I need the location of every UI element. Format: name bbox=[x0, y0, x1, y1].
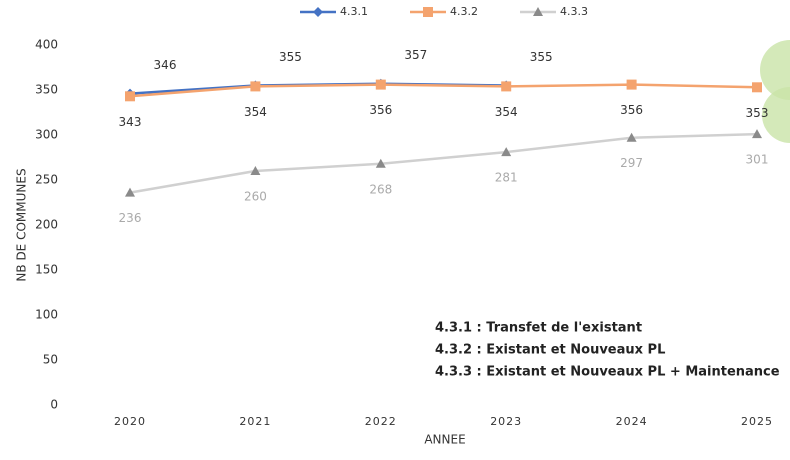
decoration-cloud bbox=[760, 40, 790, 143]
data-point bbox=[752, 129, 762, 139]
data-point bbox=[375, 79, 386, 90]
y-tick-label: 150 bbox=[35, 263, 58, 277]
y-tick-label: 350 bbox=[35, 83, 58, 97]
data-label: 268 bbox=[369, 182, 392, 196]
x-axis-label: ANNEE bbox=[424, 433, 465, 447]
legend-marker bbox=[533, 7, 543, 16]
y-tick-label: 50 bbox=[43, 353, 58, 367]
data-label: 343 bbox=[119, 115, 142, 129]
y-tick-label: 300 bbox=[35, 128, 58, 142]
legend-marker bbox=[313, 7, 323, 17]
annotation: 4.3.3 : Existant et Nouveaux PL + Mainte… bbox=[435, 365, 780, 380]
data-point bbox=[250, 81, 261, 92]
x-tick-label: 2025 bbox=[741, 415, 773, 428]
data-label: 260 bbox=[244, 190, 267, 204]
data-point bbox=[501, 147, 512, 157]
y-tick-label: 200 bbox=[35, 218, 58, 232]
x-tick-label: 2021 bbox=[239, 415, 271, 428]
y-tick-label: 250 bbox=[35, 173, 58, 187]
x-tick-label: 2024 bbox=[616, 415, 648, 428]
data-label: 356 bbox=[620, 103, 643, 117]
data-point bbox=[752, 82, 762, 93]
data-label: 353 bbox=[746, 106, 769, 120]
legend-label: 4.3.3 bbox=[560, 5, 588, 18]
data-label: 297 bbox=[620, 156, 643, 170]
data-label: 355 bbox=[279, 50, 302, 64]
data-label: 354 bbox=[244, 105, 267, 119]
data-point bbox=[125, 91, 135, 102]
data-label: 236 bbox=[119, 211, 142, 225]
data-point bbox=[375, 158, 386, 168]
data-label: 356 bbox=[369, 103, 392, 117]
data-point bbox=[626, 132, 637, 142]
data-label: 357 bbox=[404, 48, 427, 62]
data-label: 301 bbox=[746, 153, 769, 167]
data-label: 346 bbox=[154, 58, 177, 72]
annotation: 4.3.2 : Existant et Nouveaux PL bbox=[435, 343, 665, 358]
y-axis-label: NB DE COMMUNES bbox=[15, 168, 29, 281]
y-tick-label: 100 bbox=[35, 308, 58, 322]
x-tick-label: 2022 bbox=[365, 415, 397, 428]
annotation: 4.3.1 : Transfet de l'existant bbox=[435, 321, 642, 336]
legend-label: 4.3.2 bbox=[450, 5, 478, 18]
y-tick-label: 0 bbox=[50, 398, 58, 412]
legend-marker bbox=[423, 7, 433, 17]
data-label: 354 bbox=[495, 105, 518, 119]
x-tick-label: 2020 bbox=[114, 415, 146, 428]
data-point bbox=[626, 79, 637, 90]
data-label: 281 bbox=[495, 171, 518, 185]
legend-label: 4.3.1 bbox=[340, 5, 368, 18]
series-line bbox=[129, 132, 758, 194]
data-label: 355 bbox=[530, 50, 553, 64]
data-point bbox=[250, 166, 261, 175]
series-line bbox=[129, 83, 758, 98]
y-tick-label: 400 bbox=[35, 38, 58, 52]
x-tick-label: 2023 bbox=[490, 415, 522, 428]
data-point bbox=[125, 187, 135, 197]
data-point bbox=[501, 81, 512, 92]
